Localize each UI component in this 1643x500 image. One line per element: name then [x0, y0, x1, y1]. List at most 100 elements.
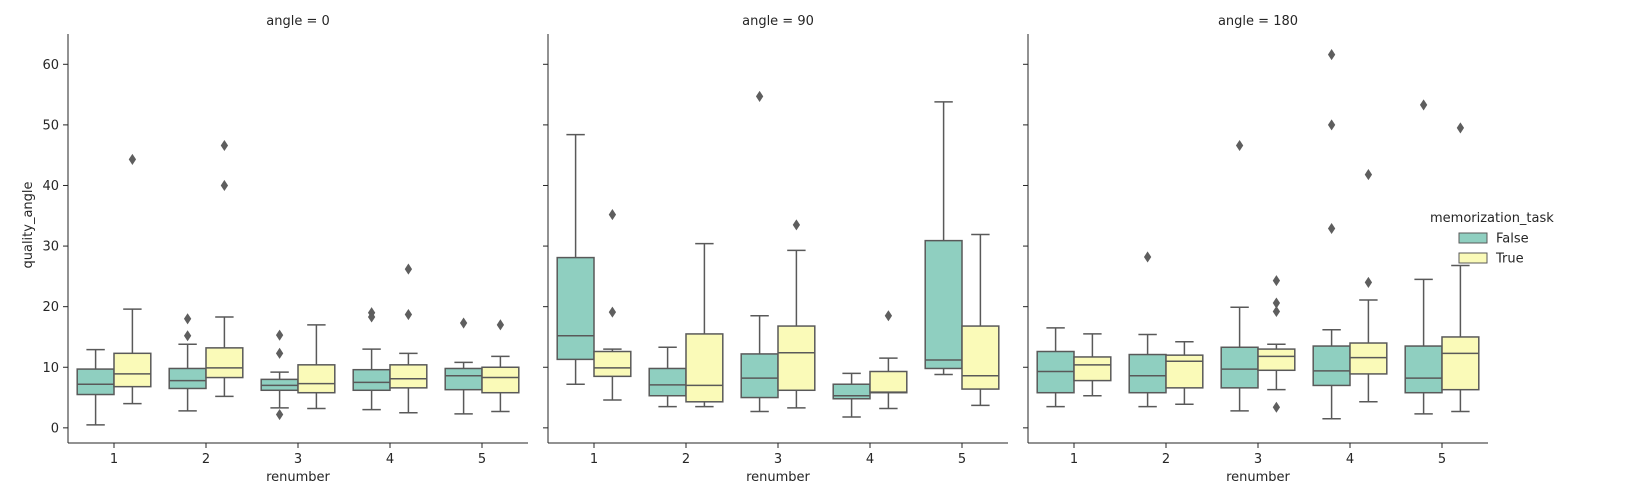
- outlier-point: [367, 311, 376, 323]
- box-true-3: [1257, 275, 1296, 413]
- box-false-1: [556, 133, 595, 385]
- outlier-point: [1272, 305, 1281, 318]
- y-tick-label: 10: [42, 361, 59, 376]
- box-iqr: [352, 368, 391, 392]
- x-tick-label: 3: [1254, 452, 1262, 467]
- legend-swatch-false: [1458, 232, 1488, 244]
- outlier-point: [275, 347, 284, 359]
- outlier-point: [755, 90, 764, 102]
- box-true-4: [1349, 169, 1388, 403]
- outlier-point: [220, 139, 229, 152]
- box-true-3: [297, 324, 336, 410]
- outlier-point: [404, 308, 413, 321]
- facet-panel-2: angle = 90 1 2 3 4 5 renumber: [543, 14, 1008, 485]
- box-false-3: [1220, 139, 1259, 412]
- y-tick-label: 30: [42, 240, 59, 255]
- box-false-2: [168, 313, 207, 412]
- box-iqr: [1404, 345, 1443, 394]
- box-true-2: [1165, 341, 1204, 405]
- facet-panel-3: angle = 180 1 2 3 4 5 renumber: [1023, 14, 1488, 485]
- outlier-point: [1235, 139, 1244, 152]
- box-true-4: [869, 310, 908, 410]
- facet-panel-1: angle = 0 0 10 20 30 40 50 60 1 2 3 4 5 renumber: [42, 14, 528, 485]
- panel-title: angle = 90: [742, 14, 814, 29]
- outlier-point: [275, 329, 284, 341]
- box-iqr: [1257, 348, 1296, 372]
- box-iqr: [297, 364, 336, 394]
- box-false-4: [832, 372, 871, 418]
- box-iqr: [961, 325, 1000, 390]
- x-tick-label: 4: [386, 452, 394, 467]
- outlier-point: [1327, 222, 1336, 235]
- box-iqr: [1349, 342, 1388, 375]
- box-iqr: [481, 366, 520, 394]
- outlier-point: [1272, 401, 1281, 413]
- x-tick-label: 4: [866, 452, 874, 467]
- box-iqr: [924, 239, 963, 370]
- outlier-point: [1456, 122, 1465, 134]
- outlier-point: [275, 408, 284, 421]
- box-false-3: [740, 90, 779, 413]
- panel-title: angle = 180: [1218, 14, 1298, 29]
- box-false-4: [352, 307, 391, 411]
- box-iqr: [685, 333, 724, 403]
- box-false-5: [924, 101, 963, 376]
- box-iqr: [168, 367, 207, 390]
- x-tick-label: 2: [682, 452, 690, 467]
- x-tick-label: 4: [1346, 452, 1354, 467]
- y-tick-label: 40: [42, 179, 59, 194]
- panel-title: angle = 0: [266, 14, 330, 29]
- box-iqr: [76, 368, 115, 396]
- y-tick-label: 50: [42, 118, 59, 133]
- outlier-point: [1364, 169, 1373, 181]
- box-iqr: [777, 325, 816, 392]
- box-iqr: [832, 383, 871, 400]
- x-axis-label: renumber: [266, 470, 330, 485]
- outlier-point: [1364, 276, 1373, 288]
- box-true-3: [777, 219, 816, 409]
- outlier-point: [792, 219, 801, 231]
- x-tick-label: 1: [590, 452, 598, 467]
- box-iqr: [869, 370, 908, 394]
- box-iqr: [1220, 346, 1259, 389]
- x-tick-label: 5: [1438, 452, 1446, 467]
- legend-label-true: True: [1495, 252, 1524, 267]
- box-false-2: [648, 346, 687, 408]
- box-false-5: [444, 317, 483, 415]
- box-iqr: [444, 367, 483, 391]
- box-false-1: [76, 348, 115, 426]
- outlier-point: [404, 263, 413, 275]
- outlier-point: [1143, 251, 1152, 263]
- box-iqr: [593, 350, 632, 378]
- x-tick-label: 1: [110, 452, 118, 467]
- box-true-4: [389, 263, 428, 414]
- outlier-point: [884, 310, 893, 322]
- x-tick-label: 2: [1162, 452, 1170, 467]
- outlier-point: [183, 313, 192, 325]
- box-iqr: [205, 347, 244, 379]
- legend-label-false: False: [1496, 232, 1529, 247]
- box-iqr: [1073, 356, 1112, 382]
- box-false-4: [1312, 49, 1351, 420]
- box-iqr: [113, 352, 152, 388]
- box-iqr: [556, 256, 595, 361]
- box-true-5: [961, 233, 1000, 407]
- box-false-5: [1404, 99, 1443, 415]
- outlier-point: [459, 317, 468, 329]
- outlier-point: [1272, 275, 1281, 287]
- outlier-point: [220, 179, 229, 192]
- legend-title: memorization_task: [1430, 211, 1554, 226]
- x-axis-label: renumber: [1226, 470, 1290, 485]
- box-iqr: [1312, 345, 1351, 387]
- box-iqr: [1441, 336, 1480, 391]
- box-true-5: [481, 319, 520, 413]
- outlier-point: [496, 319, 505, 331]
- x-tick-label: 5: [478, 452, 486, 467]
- box-true-1: [1073, 333, 1112, 397]
- outlier-point: [183, 330, 192, 342]
- outlier-point: [1327, 119, 1336, 131]
- box-true-1: [593, 209, 632, 401]
- box-false-2: [1128, 251, 1167, 408]
- box-iqr: [740, 353, 779, 399]
